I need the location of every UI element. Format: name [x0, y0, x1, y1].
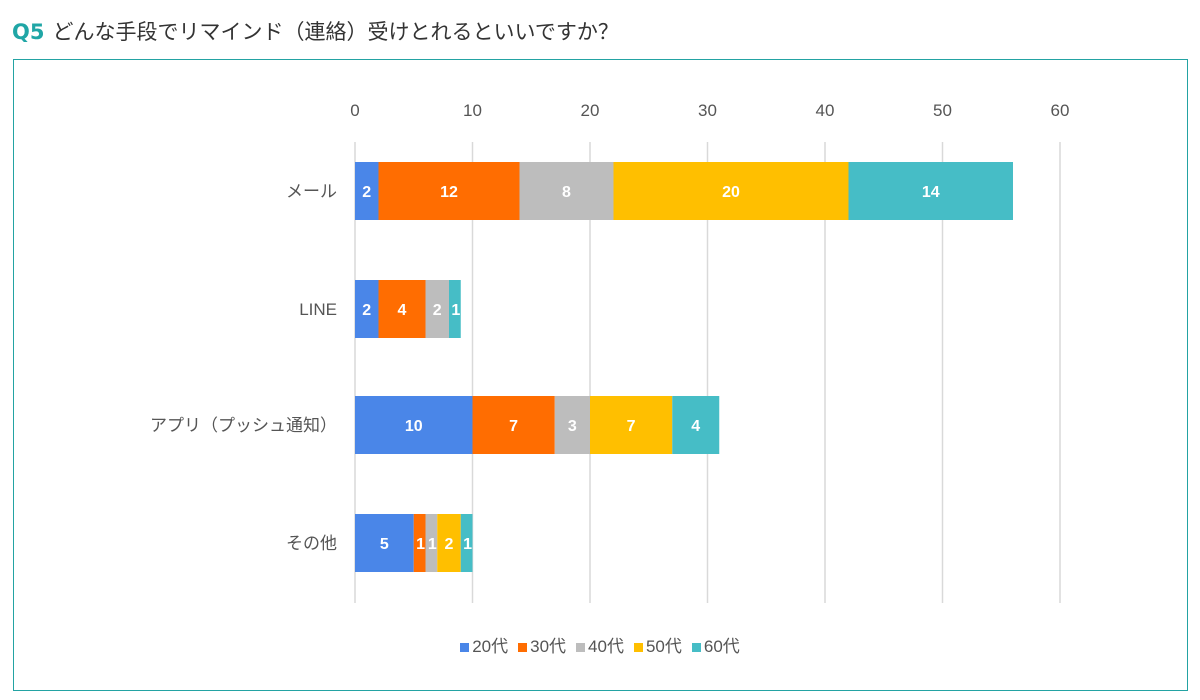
- data-label: 1: [451, 302, 460, 319]
- x-tick-label: 60: [1051, 101, 1070, 120]
- data-label: 5: [380, 536, 389, 553]
- legend-label: 50代: [645, 637, 682, 656]
- legend-label: 30代: [530, 637, 567, 656]
- question-number: Q5: [12, 20, 45, 44]
- bar-segment-50代: [437, 514, 461, 572]
- bar-segment-40代: [554, 396, 590, 454]
- question-title: Q5 どんな手段でリマインド（連絡）受けとれるといいですか？: [12, 16, 619, 46]
- data-label: 2: [362, 302, 371, 319]
- category-label: アプリ（プッシュ通知）: [150, 416, 337, 435]
- bar-segment-40代: [425, 280, 449, 338]
- x-tick-label: 30: [698, 101, 717, 120]
- legend-label: 60代: [703, 637, 740, 656]
- data-label: 4: [398, 302, 407, 319]
- bar-segment-50代: [590, 396, 673, 454]
- data-label: 7: [627, 418, 636, 435]
- data-label: 10: [405, 418, 423, 435]
- bar-segment-60代: [460, 514, 473, 572]
- bar-segment-20代: [355, 162, 379, 220]
- bar-segment-40代: [425, 514, 438, 572]
- category-labels: メール LINE アプリ（プッシュ通知） その他: [150, 182, 337, 553]
- legend-label: 20代: [472, 637, 509, 656]
- question-text: どんな手段でリマインド（連絡）受けとれるといいですか？: [52, 20, 619, 44]
- data-label: 2: [445, 536, 454, 553]
- bar-segment-30代: [472, 396, 555, 454]
- bar-segment-20代: [355, 514, 414, 572]
- chart-frame: [13, 59, 1188, 691]
- legend-swatch: [518, 643, 528, 652]
- data-label: 1: [416, 536, 425, 553]
- bar-segment-30代: [378, 280, 426, 338]
- legend-item: 40代: [576, 632, 624, 657]
- data-label: 7: [509, 418, 518, 435]
- legend-item: 50代: [633, 632, 682, 657]
- bar-segment-20代: [355, 396, 473, 454]
- legend-swatch: [576, 643, 586, 652]
- x-tick-label: 10: [463, 101, 482, 120]
- data-label: 2: [433, 302, 442, 319]
- bar-segment-40代: [519, 162, 614, 220]
- data-label: 20: [722, 184, 740, 201]
- data-label: 4: [691, 418, 700, 435]
- bar-segment-60代: [848, 162, 1013, 220]
- data-label: 3: [568, 418, 577, 435]
- legend-swatch: [633, 643, 643, 652]
- data-labels: 2 12 8 20 142 4 2 110 7 3 7 45 1 1 2 1: [362, 184, 939, 553]
- x-tick-label: 40: [816, 101, 835, 120]
- data-label: 8: [562, 184, 571, 201]
- bar-segment-60代: [449, 280, 461, 338]
- legend: 20代 30代 40代 50代 60代: [0, 632, 1200, 657]
- x-tick-label: 0: [350, 101, 359, 120]
- bar-segment-20代: [355, 280, 379, 338]
- x-axis-tick-labels: 0 10 20 30 40 50 60: [350, 101, 1069, 120]
- x-tick-label: 50: [933, 101, 952, 120]
- bar-segment-30代: [378, 162, 520, 220]
- category-label: LINE: [299, 300, 337, 319]
- x-tick-label: 20: [581, 101, 600, 120]
- bar-segment-30代: [413, 514, 426, 572]
- legend-item: 30代: [518, 632, 566, 657]
- bar-segment-50代: [613, 162, 849, 220]
- data-label: 12: [440, 184, 458, 201]
- bar-segments: [355, 162, 1013, 572]
- data-label: 14: [922, 184, 940, 201]
- bar-segment-60代: [672, 396, 720, 454]
- legend-label: 40代: [588, 637, 624, 656]
- legend-item: 60代: [691, 632, 740, 657]
- legend-swatch: [460, 643, 470, 652]
- data-label: 2: [362, 184, 371, 201]
- category-label: メール: [286, 182, 337, 201]
- data-label: 1: [463, 536, 472, 553]
- data-label: 1: [428, 536, 437, 553]
- category-label: その他: [286, 534, 337, 553]
- legend-item: 20代: [460, 632, 508, 657]
- legend-swatch: [691, 643, 701, 652]
